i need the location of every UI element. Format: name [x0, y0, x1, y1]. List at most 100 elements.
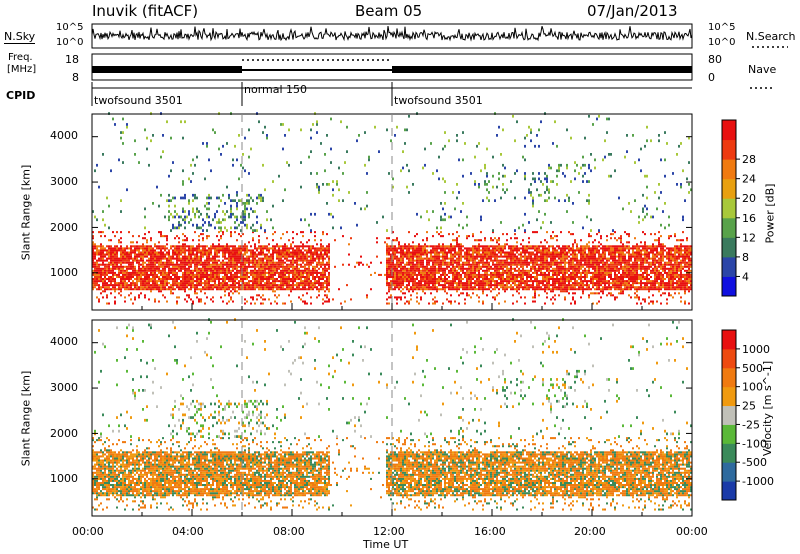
power-cell [284, 271, 286, 274]
power-cell [118, 241, 120, 244]
power-cell [214, 267, 216, 270]
power-cell [518, 284, 520, 287]
power-cell [214, 249, 216, 252]
power-cell [136, 245, 138, 248]
power-cell [528, 253, 530, 256]
power-cell [206, 251, 208, 254]
power-cell [286, 251, 288, 254]
power-cell [250, 284, 252, 287]
power-cell [362, 263, 364, 266]
power-cell [92, 247, 94, 250]
power-cell [188, 210, 190, 213]
power-cell [138, 249, 140, 252]
power-cell [438, 280, 440, 283]
power-cell [368, 158, 370, 162]
power-cell [414, 251, 416, 254]
power-cell [542, 263, 544, 266]
power-cell [328, 267, 330, 270]
power-cell [134, 296, 136, 299]
power-cell [552, 259, 554, 262]
power-cell [164, 215, 166, 219]
power-cell [506, 259, 508, 262]
power-cell [420, 282, 422, 285]
power-cell [418, 302, 420, 305]
power-cell [162, 235, 164, 238]
power-cell [370, 273, 372, 276]
power-cell [170, 284, 172, 287]
power-cell [158, 247, 160, 250]
power-cell [112, 255, 114, 258]
power-cell [456, 196, 458, 200]
power-cell [250, 147, 252, 151]
power-cell [500, 265, 502, 268]
power-cell [522, 247, 524, 250]
power-cell [268, 257, 270, 260]
power-cell [402, 278, 404, 281]
power-cell [392, 273, 394, 276]
power-cell [208, 269, 210, 272]
power-cell [204, 282, 206, 285]
power-cell [244, 298, 246, 301]
power-cell [142, 255, 144, 258]
power-cell [158, 261, 160, 264]
power-cell [134, 139, 136, 143]
power-cell [280, 280, 282, 283]
power-cell [294, 278, 296, 281]
xtick-3: 12:00 [373, 525, 405, 538]
power-cell [208, 247, 210, 250]
power-cell [100, 249, 102, 252]
power-cell [152, 276, 154, 279]
power-cell [458, 259, 460, 262]
power-cell [284, 247, 286, 250]
power-cell [444, 273, 446, 276]
power-cell [500, 221, 502, 224]
power-cell [530, 247, 532, 250]
power-cell [120, 294, 122, 297]
power-cell [310, 284, 312, 287]
power-cell [554, 269, 556, 272]
power-cell [538, 247, 540, 250]
power-cell [112, 251, 114, 254]
power-cell [220, 237, 222, 240]
power-cell [304, 269, 306, 272]
power-cell [138, 261, 140, 264]
power-cell [172, 273, 174, 276]
power-cell [202, 237, 204, 240]
power-cell [214, 286, 216, 289]
power-cell [478, 282, 480, 285]
power-cell [120, 131, 122, 134]
power-cell [326, 278, 328, 281]
power-cell [524, 263, 526, 266]
power-cell [276, 267, 278, 270]
power-cell [120, 282, 122, 285]
power-cell [118, 239, 120, 242]
power-cell [344, 300, 346, 303]
power-cell [218, 226, 220, 230]
power-cell [182, 263, 184, 266]
power-cell [506, 286, 508, 289]
power-cell [550, 261, 552, 264]
power-cell [526, 251, 528, 254]
power-cell [472, 249, 474, 252]
power-cell [146, 273, 148, 276]
power-cell [240, 269, 242, 272]
power-cell [396, 269, 398, 272]
power-cell [246, 273, 248, 276]
power-cell [316, 255, 318, 258]
power-cell [264, 253, 266, 256]
power-cell [200, 259, 202, 262]
power-cell [262, 245, 264, 248]
power-cell [264, 229, 266, 232]
power-cell [460, 247, 462, 250]
power-cell [440, 284, 442, 287]
power-cell [368, 265, 370, 268]
power-cell [280, 251, 282, 254]
power-cell [502, 273, 504, 276]
power-cell [332, 226, 334, 230]
power-cell [418, 251, 420, 254]
power-cell [142, 263, 144, 266]
power-cell [534, 288, 536, 291]
power-cell [196, 155, 198, 159]
power-cell [142, 271, 144, 274]
power-cell [134, 245, 136, 248]
